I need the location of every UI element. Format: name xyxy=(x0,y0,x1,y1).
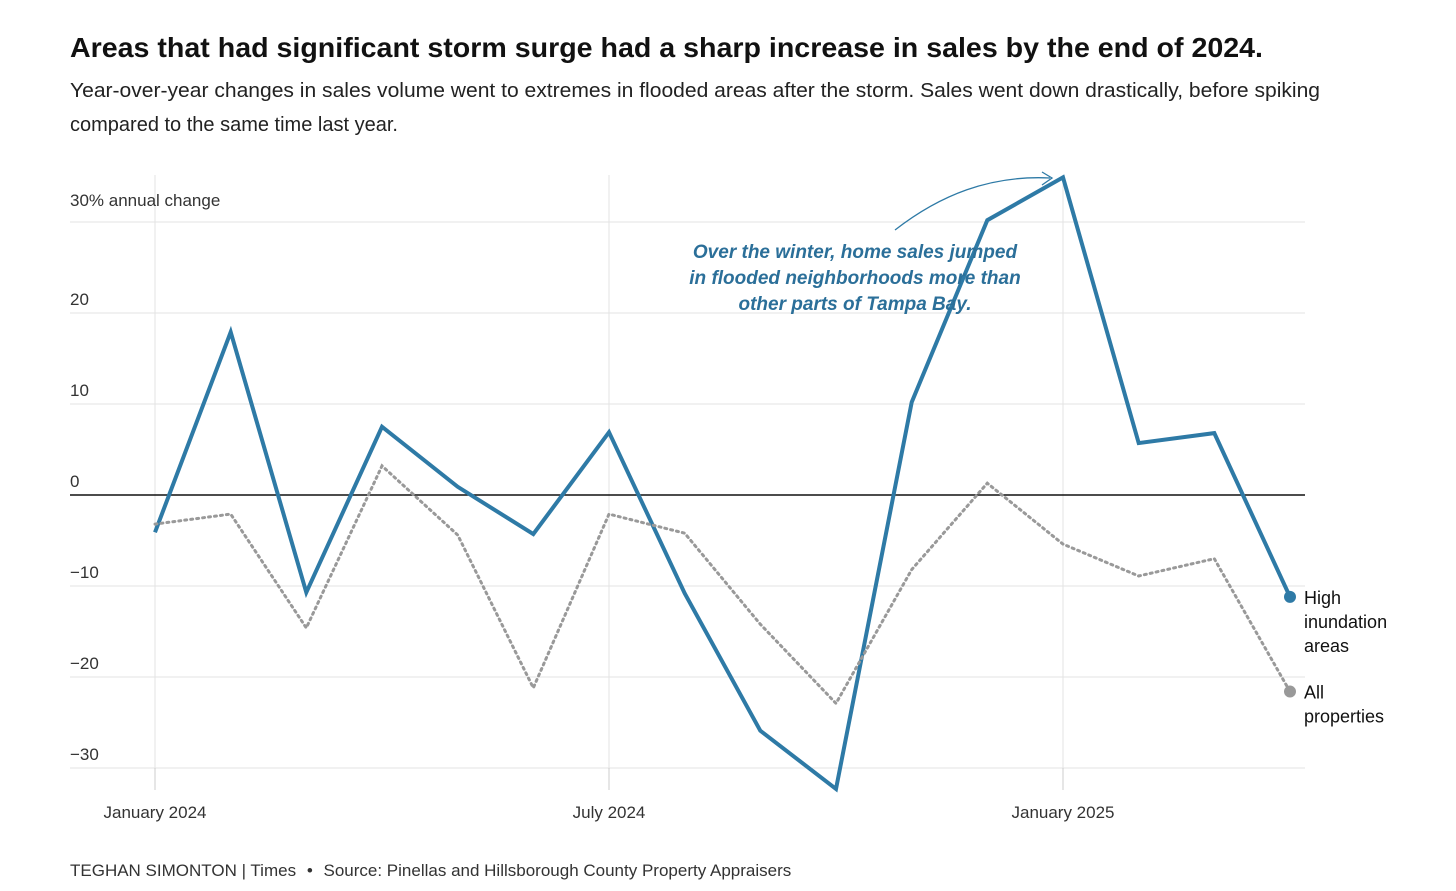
credit-separator: • xyxy=(307,861,313,880)
x-tick-label: July 2024 xyxy=(573,803,646,822)
y-tick-label: −30 xyxy=(70,745,99,764)
annotation-line-2: in flooded neighborhoods more than xyxy=(689,268,1020,289)
y-tick-label: 30% annual change xyxy=(70,191,220,210)
series-label: properties xyxy=(1304,707,1384,727)
annotation-line-3: other parts of Tampa Bay. xyxy=(739,294,972,315)
series-label: areas xyxy=(1304,636,1349,656)
y-tick-label: 0 xyxy=(70,472,79,491)
data-point xyxy=(1284,591,1296,603)
source-text: Source: Pinellas and Hillsborough County… xyxy=(324,861,792,880)
y-tick-label: −10 xyxy=(70,563,99,582)
annotation-line-1: Over the winter, home sales jumped xyxy=(693,242,1018,263)
gridlines xyxy=(70,175,1305,790)
chart-title: Areas that had significant storm surge h… xyxy=(70,32,1263,63)
chart-subtitle-line1: Year-over-year changes in sales volume w… xyxy=(70,80,1320,102)
x-axis: January 2024 July 2024 January 2025 xyxy=(103,768,1114,822)
series-label: inundation xyxy=(1304,612,1387,632)
series-label: All xyxy=(1304,683,1324,703)
series-line-all-properties xyxy=(155,466,1290,704)
x-tick-label: January 2024 xyxy=(103,803,206,822)
footer-credit: TEGHAN SIMONTON | Times • Source: Pinell… xyxy=(70,861,791,880)
series-label: High xyxy=(1304,588,1341,608)
x-tick-label: January 2025 xyxy=(1011,803,1114,822)
chart-subtitle-line2: compared to the same time last year. xyxy=(70,114,398,136)
y-axis: 30% annual change 20 10 0 −10 −20 −30 xyxy=(70,191,220,764)
annotation: Over the winter, home sales jumped in fl… xyxy=(689,172,1052,315)
series-labels: High inundation areas All properties xyxy=(1304,588,1387,727)
y-tick-label: 10 xyxy=(70,381,89,400)
y-tick-label: −20 xyxy=(70,654,99,673)
data-point xyxy=(1284,686,1296,698)
credit-text: TEGHAN SIMONTON | Times xyxy=(70,861,296,880)
y-tick-label: 20 xyxy=(70,290,89,309)
